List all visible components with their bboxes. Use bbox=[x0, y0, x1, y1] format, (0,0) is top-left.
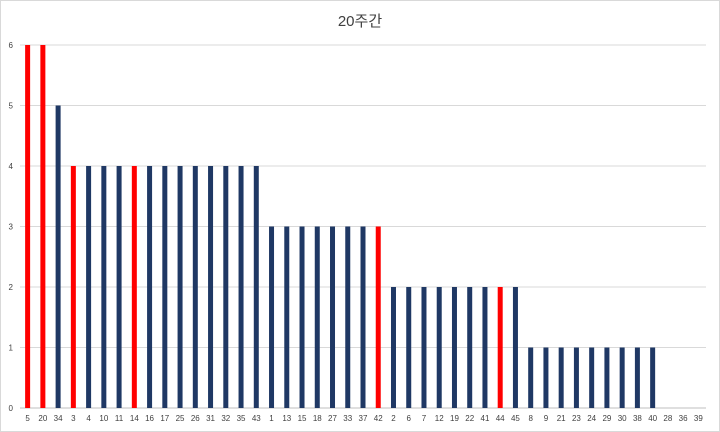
bar bbox=[101, 166, 107, 408]
x-tick-label: 25 bbox=[176, 414, 185, 423]
bar bbox=[650, 347, 656, 408]
x-tick-label: 2 bbox=[391, 414, 396, 423]
bar bbox=[131, 166, 137, 408]
bar bbox=[375, 226, 381, 408]
y-tick-label: 0 bbox=[9, 404, 14, 413]
x-tick-label: 6 bbox=[407, 414, 412, 423]
bar bbox=[208, 166, 214, 408]
y-tick-label: 1 bbox=[9, 344, 14, 353]
bar bbox=[390, 287, 396, 408]
y-tick-label: 5 bbox=[9, 102, 14, 111]
bar bbox=[451, 287, 457, 408]
x-tick-label: 4 bbox=[86, 414, 91, 423]
x-tick-label: 24 bbox=[587, 414, 596, 423]
x-tick-label: 41 bbox=[481, 414, 490, 423]
x-tick-label: 44 bbox=[496, 414, 505, 423]
x-tick-label: 13 bbox=[282, 414, 291, 423]
x-tick-label: 19 bbox=[450, 414, 459, 423]
bar bbox=[528, 347, 534, 408]
bar bbox=[192, 166, 198, 408]
bar bbox=[604, 347, 610, 408]
x-tick-label: 40 bbox=[648, 414, 657, 423]
x-tick-label: 32 bbox=[221, 414, 230, 423]
x-tick-label: 42 bbox=[374, 414, 383, 423]
x-tick-label: 3 bbox=[71, 414, 76, 423]
bar bbox=[299, 226, 305, 408]
x-tick-label: 28 bbox=[663, 414, 672, 423]
x-tick-label: 33 bbox=[343, 414, 352, 423]
bar bbox=[619, 347, 625, 408]
x-tick-label: 16 bbox=[145, 414, 154, 423]
x-tick-label: 14 bbox=[130, 414, 139, 423]
bar bbox=[497, 287, 503, 408]
x-tick-label: 34 bbox=[54, 414, 63, 423]
bar bbox=[284, 226, 290, 408]
bar bbox=[345, 226, 351, 408]
bar bbox=[147, 166, 153, 408]
x-tick-label: 22 bbox=[465, 414, 474, 423]
x-tick-label: 27 bbox=[328, 414, 337, 423]
x-tick-label: 20 bbox=[38, 414, 47, 423]
x-tick-label: 23 bbox=[572, 414, 581, 423]
x-tick-label: 31 bbox=[206, 414, 215, 423]
bar bbox=[360, 226, 366, 408]
x-tick-label: 17 bbox=[160, 414, 169, 423]
x-tick-label: 29 bbox=[602, 414, 611, 423]
bar bbox=[512, 287, 518, 408]
x-tick-label: 35 bbox=[237, 414, 246, 423]
x-tick-label: 5 bbox=[25, 414, 30, 423]
bar bbox=[116, 166, 122, 408]
bar bbox=[558, 347, 564, 408]
bar bbox=[421, 287, 427, 408]
bar bbox=[40, 45, 46, 408]
bar bbox=[634, 347, 640, 408]
x-tick-label: 1 bbox=[269, 414, 274, 423]
bar bbox=[70, 166, 76, 408]
x-tick-label: 18 bbox=[313, 414, 322, 423]
y-tick-label: 3 bbox=[9, 223, 14, 232]
bar bbox=[86, 166, 92, 408]
bar bbox=[269, 226, 275, 408]
bar bbox=[467, 287, 473, 408]
x-tick-label: 10 bbox=[99, 414, 108, 423]
bar bbox=[573, 347, 579, 408]
x-tick-label: 38 bbox=[633, 414, 642, 423]
bar bbox=[177, 166, 183, 408]
bar bbox=[223, 166, 229, 408]
chart-title: 20주간 bbox=[337, 13, 383, 30]
x-tick-label: 26 bbox=[191, 414, 200, 423]
x-tick-label: 21 bbox=[557, 414, 566, 423]
x-tick-label: 7 bbox=[422, 414, 427, 423]
x-tick-label: 11 bbox=[115, 414, 124, 423]
bar bbox=[253, 166, 259, 408]
y-tick-label: 4 bbox=[9, 162, 14, 171]
bar bbox=[543, 347, 549, 408]
bar bbox=[162, 166, 168, 408]
bar bbox=[589, 347, 595, 408]
bar bbox=[314, 226, 320, 408]
x-tick-label: 12 bbox=[435, 414, 444, 423]
bar bbox=[482, 287, 488, 408]
x-tick-label: 30 bbox=[618, 414, 627, 423]
bar bbox=[25, 45, 31, 408]
x-tick-label: 15 bbox=[298, 414, 307, 423]
bar bbox=[55, 105, 61, 408]
x-tick-label: 43 bbox=[252, 414, 261, 423]
x-tick-label: 37 bbox=[359, 414, 368, 423]
x-tick-label: 36 bbox=[679, 414, 688, 423]
y-tick-label: 6 bbox=[9, 41, 14, 50]
x-tick-label: 8 bbox=[528, 414, 533, 423]
bar bbox=[238, 166, 244, 408]
x-tick-label: 45 bbox=[511, 414, 520, 423]
bar bbox=[406, 287, 412, 408]
x-tick-label: 9 bbox=[544, 414, 549, 423]
y-tick-label: 2 bbox=[9, 283, 14, 292]
bar bbox=[436, 287, 442, 408]
x-tick-label: 39 bbox=[694, 414, 703, 423]
bar bbox=[330, 226, 336, 408]
